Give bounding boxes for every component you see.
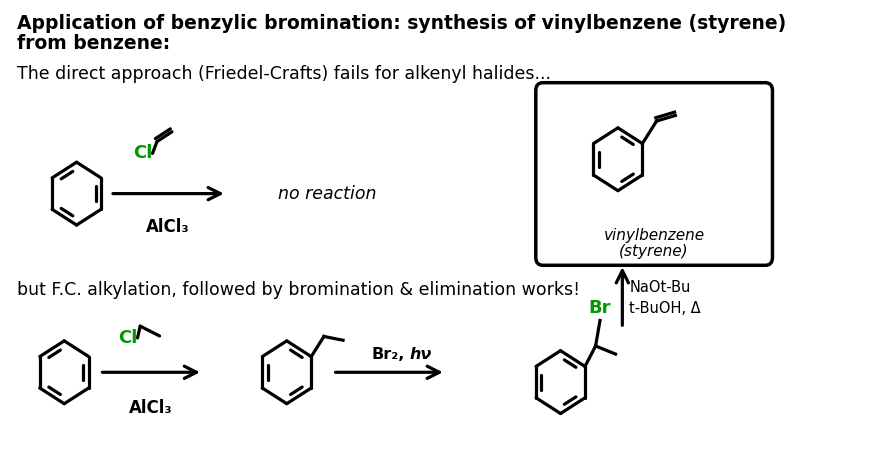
Text: AlCl₃: AlCl₃ <box>146 218 189 236</box>
Text: Cl: Cl <box>118 329 138 347</box>
Text: from benzene:: from benzene: <box>17 34 170 53</box>
Text: NaOt-Bu: NaOt-Bu <box>629 281 690 296</box>
Text: Br: Br <box>589 299 611 316</box>
Text: The direct approach (Friedel-Crafts) fails for alkenyl halides...: The direct approach (Friedel-Crafts) fai… <box>17 65 551 83</box>
Text: Br₂,: Br₂, <box>371 347 405 362</box>
Text: t-BuOH, Δ: t-BuOH, Δ <box>629 301 701 316</box>
Text: but F.C. alkylation, followed by bromination & elimination works!: but F.C. alkylation, followed by bromina… <box>17 281 580 299</box>
Text: no reaction: no reaction <box>278 185 377 202</box>
Text: Cl: Cl <box>133 144 153 163</box>
Text: AlCl₃: AlCl₃ <box>129 399 172 417</box>
Text: (styrene): (styrene) <box>620 244 689 259</box>
Text: Application of benzylic bromination: synthesis of vinylbenzene (styrene): Application of benzylic bromination: syn… <box>17 14 786 33</box>
Text: vinylbenzene: vinylbenzene <box>604 228 705 243</box>
FancyBboxPatch shape <box>536 83 773 265</box>
Text: hν: hν <box>409 347 431 362</box>
